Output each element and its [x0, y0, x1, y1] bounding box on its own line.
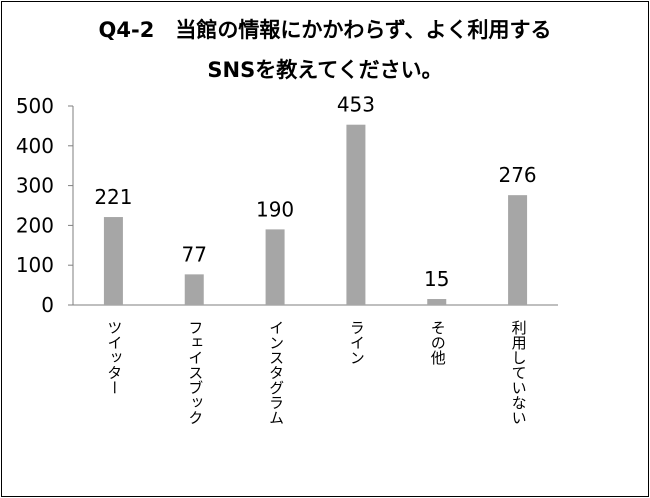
data-label-6: 276 — [498, 163, 536, 187]
y-tick-label: 100 — [16, 253, 54, 277]
category-label-6: 利用していない — [509, 320, 528, 425]
category-label-2: フェイスブック — [186, 320, 205, 425]
chart-title-line-2: SNSを教えてください。 — [207, 58, 443, 82]
y-tick-label: 0 — [41, 293, 54, 317]
data-label-2: 77 — [182, 242, 207, 266]
category-label-4: ライン — [347, 320, 366, 365]
bar-4 — [346, 124, 366, 306]
bar-6 — [508, 195, 528, 305]
data-label-4: 453 — [337, 93, 375, 117]
y-tick-label: 300 — [16, 174, 54, 198]
bar-3 — [265, 229, 285, 305]
bar-2 — [184, 274, 204, 305]
y-tick-label: 500 — [16, 94, 54, 118]
y-tick-label: 200 — [16, 213, 54, 237]
data-label-5: 15 — [424, 267, 449, 291]
category-label-1: ツイッター — [105, 320, 124, 395]
chart-title-line-1: Q4-2 当館の情報にかかわらず、よく利用する — [98, 18, 552, 42]
bar-1 — [103, 217, 123, 305]
category-label-5: その他 — [428, 320, 447, 365]
data-label-3: 190 — [256, 197, 294, 221]
data-label-1: 221 — [94, 185, 132, 209]
y-tick-label: 400 — [16, 134, 54, 158]
category-label-3: インスタグラム — [267, 320, 286, 425]
bar-5 — [427, 299, 447, 305]
